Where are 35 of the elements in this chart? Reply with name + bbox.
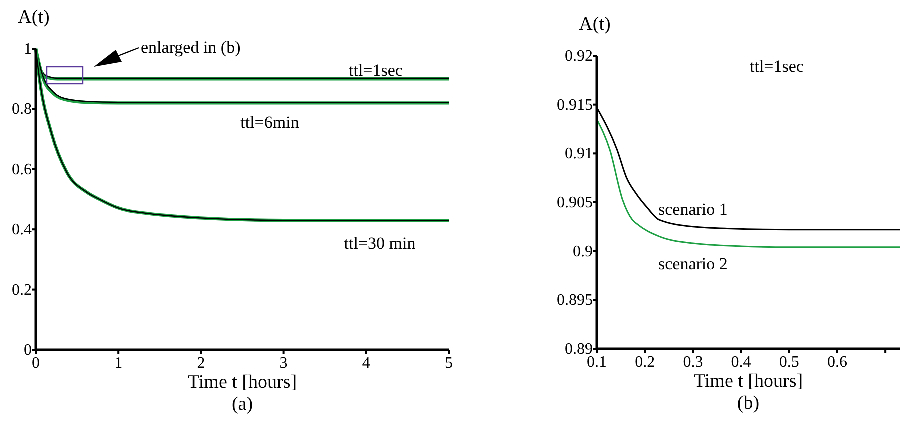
annotation: ttl=6min <box>240 113 300 132</box>
y-tick-label: 0.895 <box>557 292 593 310</box>
y-tick-label: 0.4 <box>12 222 32 239</box>
y-tick-label: 0.2 <box>12 282 32 299</box>
y-tick-label: 0.9 <box>573 243 593 260</box>
y-tick-label: 0.92 <box>565 48 593 65</box>
y-tick-label: 0 <box>24 342 32 359</box>
x-tick-label: 0.5 <box>779 354 800 371</box>
annotation: enlarged in (b) <box>141 38 241 57</box>
y-axis-title: A(t) <box>579 14 611 35</box>
annotation: ttl=1sec <box>349 61 404 80</box>
x-tick-label: 0.6 <box>827 354 848 371</box>
annotation: ttl=1sec <box>750 57 804 76</box>
series-label: scenario 2 <box>658 254 728 274</box>
x-tick-label: 0.4 <box>731 354 752 371</box>
series-label: scenario 1 <box>658 200 728 219</box>
x-axis-title: Time t [hours] <box>694 371 804 392</box>
x-axis-title: Time t [hours] <box>188 372 298 393</box>
annotation: ttl=30 min <box>344 234 416 253</box>
y-tick-label: 0.91 <box>565 146 593 163</box>
x-tick-label: 5 <box>445 355 453 372</box>
x-tick-label: 0.3 <box>683 354 704 371</box>
y-tick-label: 0.915 <box>557 96 593 114</box>
x-tick-label: 1 <box>114 355 123 372</box>
text: (a) <box>232 394 254 415</box>
text: (b) <box>737 393 760 414</box>
x-tick-label: 2 <box>197 355 206 372</box>
x-tick-label: 3 <box>280 355 288 372</box>
x-tick-label: 4 <box>362 355 370 372</box>
y-tick-label: 1 <box>24 41 32 58</box>
x-tick-label: 0.2 <box>635 354 656 371</box>
y-tick-label: 0.8 <box>12 101 32 118</box>
y-tick-label: 0.6 <box>12 161 32 178</box>
y-axis-title: A(t) <box>18 7 50 28</box>
y-tick-label: 0.905 <box>557 194 593 212</box>
